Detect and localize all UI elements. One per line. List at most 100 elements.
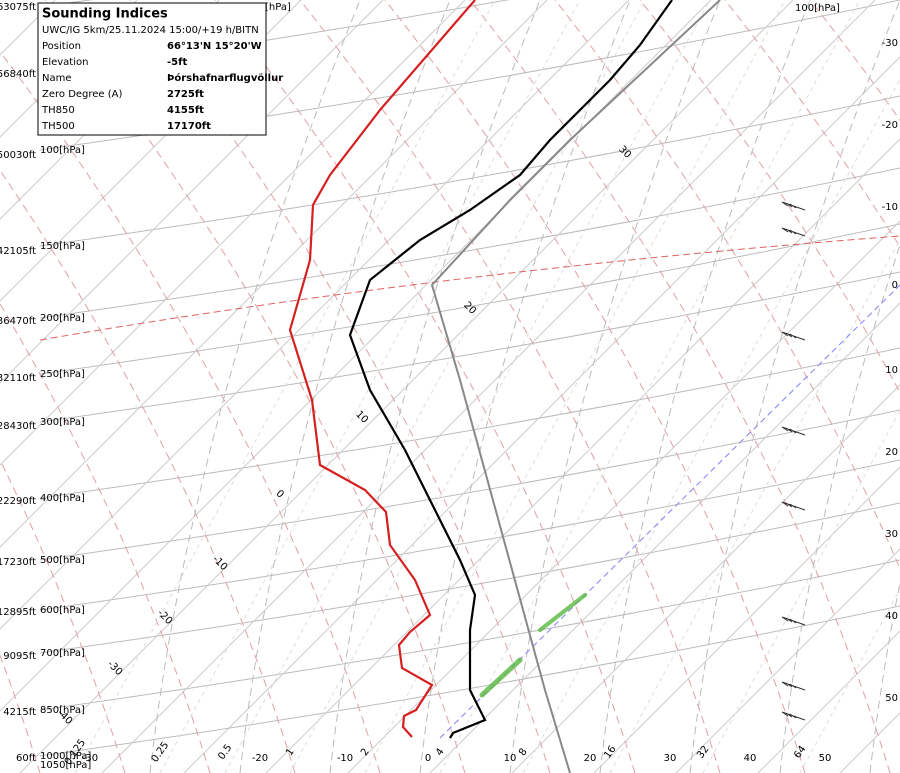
isotherm xyxy=(265,138,900,773)
temperature-label: -10 xyxy=(337,753,353,764)
isotherm xyxy=(593,466,900,773)
isotherm-label: 0 xyxy=(274,488,286,500)
right-axis-label: -20 xyxy=(882,120,898,131)
isotherm xyxy=(511,384,900,773)
height-label: 32110ft xyxy=(0,373,36,384)
moist-adiabat xyxy=(329,0,541,773)
dewpoint-curve xyxy=(288,0,476,738)
pressure-label: 400[hPa] xyxy=(40,493,85,504)
info-value: -5ft xyxy=(167,57,187,68)
wind-barb xyxy=(781,201,806,211)
dry-adiabat xyxy=(809,0,900,121)
mixing-ratio-label: 4 xyxy=(434,747,447,759)
right-axis-label: 40 xyxy=(885,611,898,622)
mixing-ratio-line xyxy=(522,78,900,773)
isotherm xyxy=(0,0,466,466)
moist-adiabat xyxy=(149,0,361,773)
info-label: TH500 xyxy=(41,121,75,132)
mixing-ratio-label: 1 xyxy=(284,747,297,759)
isobar xyxy=(39,95,900,247)
isotherm xyxy=(347,220,900,773)
mixing-ratio-label: 16 xyxy=(602,744,618,761)
mixing-ratio-line xyxy=(289,0,711,773)
dry-adiabat xyxy=(299,0,721,773)
mixing-ratio-line xyxy=(799,587,900,773)
isobar xyxy=(39,459,900,611)
wind-barb xyxy=(781,616,806,626)
height-label: 28430ft xyxy=(0,421,36,432)
dry-adiabat xyxy=(0,303,211,773)
temperature-label: 0 xyxy=(425,753,431,764)
dry-adiabat xyxy=(214,0,636,773)
info-label: TH850 xyxy=(41,105,75,116)
info-label: Elevation xyxy=(42,57,88,68)
right-axis-label: -30 xyxy=(882,38,898,49)
moist-adiabat xyxy=(509,0,721,773)
height-label: 12895ft xyxy=(0,607,36,618)
moist-adiabat xyxy=(779,243,900,773)
dry-adiabat xyxy=(0,654,41,773)
isobar xyxy=(39,167,900,319)
info-label: Position xyxy=(42,41,81,52)
isotherm xyxy=(0,0,548,548)
dry-adiabat xyxy=(724,0,900,248)
pressure-label: 200[hPa] xyxy=(40,313,85,324)
height-label: 56840ft xyxy=(0,69,36,80)
height-label: 36470ft xyxy=(0,316,36,327)
wind-barb xyxy=(781,331,806,341)
temperature-label: 50 xyxy=(819,753,832,764)
temperature-label: -30 xyxy=(82,753,98,764)
info-value: 2725ft xyxy=(167,89,204,100)
freezing-line xyxy=(39,235,900,341)
isotherm xyxy=(183,56,900,773)
isotherm-label: -30 xyxy=(105,659,124,678)
isotherm xyxy=(0,0,630,630)
dry-adiabat xyxy=(639,0,900,394)
right-axis-label: 10 xyxy=(885,365,898,376)
temperature-label: 20 xyxy=(584,753,597,764)
isotherm-label: -10 xyxy=(210,554,229,573)
pressure-label: 100[hPa] xyxy=(40,145,85,156)
temperature-label: 40 xyxy=(744,753,757,764)
height-label: 42105ft xyxy=(0,246,36,257)
mixing-ratio-line xyxy=(439,0,861,773)
cloud-band xyxy=(538,593,587,632)
pressure-label: [hPa] xyxy=(265,2,291,13)
dry-adiabat xyxy=(554,0,900,570)
pressure-label: 500[hPa] xyxy=(40,555,85,566)
wind-barb xyxy=(781,681,806,691)
pressure-label: 600[hPa] xyxy=(40,605,85,616)
isotherm xyxy=(19,0,794,773)
pressure-label: 850[hPa] xyxy=(40,705,85,716)
height-label: 22290ft xyxy=(0,496,36,507)
info-subtitle: UWC/IG 5km/25.11.2024 15:00/+19 h/BITN xyxy=(42,25,259,36)
height-label: 17230ft xyxy=(0,557,36,568)
mixing-ratio-label: 8 xyxy=(517,747,530,759)
temperature-label: -20 xyxy=(252,753,268,764)
info-value: Þórshafnarflugvöllur xyxy=(167,72,283,84)
isobar xyxy=(39,223,900,375)
isotherm xyxy=(429,302,900,773)
dry-adiabat xyxy=(0,459,126,773)
moist-adiabat xyxy=(689,0,900,773)
isotherm xyxy=(839,712,900,773)
isobar xyxy=(39,347,900,499)
pressure-label: 150[hPa] xyxy=(40,241,85,252)
mixing-ratio-line xyxy=(224,0,646,773)
isotherm-label: 20 xyxy=(461,300,478,317)
right-axis-label: -10 xyxy=(882,202,898,213)
info-value: 17170ft xyxy=(167,121,211,132)
isobar xyxy=(39,409,900,561)
isotherm xyxy=(0,0,138,138)
moist-adiabat xyxy=(599,0,811,773)
isobar xyxy=(39,271,900,423)
pressure-label: 1050[hPa] xyxy=(40,760,91,771)
pressure-label: 1000[hPa] xyxy=(40,751,91,762)
dry-adiabat xyxy=(384,0,806,773)
mixing-line xyxy=(439,284,900,739)
temperature-label: 10 xyxy=(504,753,517,764)
parcel-curve xyxy=(430,0,721,773)
info-value: 66°13'N 15°20'W xyxy=(167,41,262,52)
mixing-ratio-line xyxy=(702,409,900,773)
